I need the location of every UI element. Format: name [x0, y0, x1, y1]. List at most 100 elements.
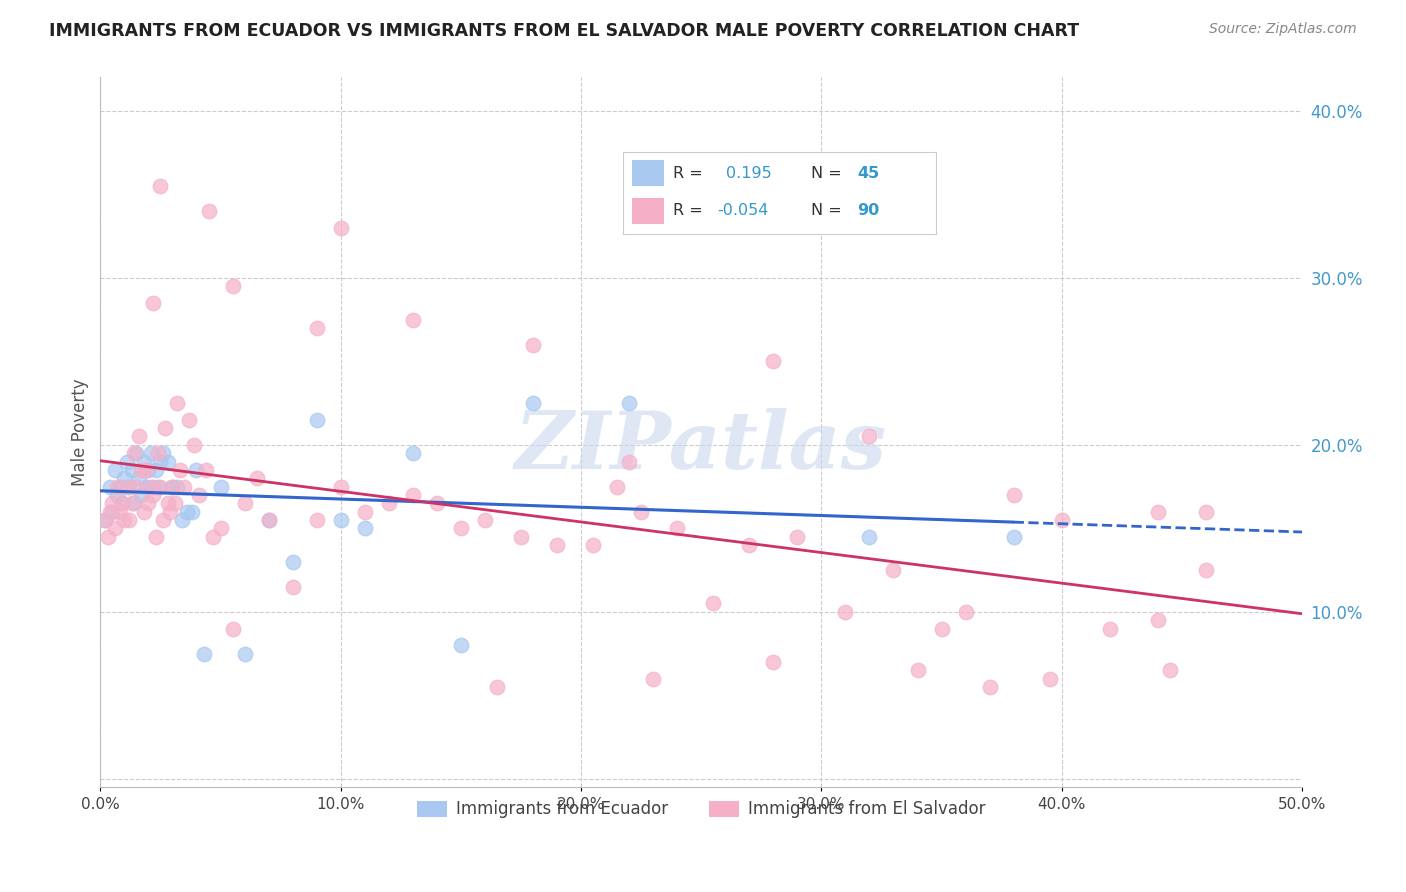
Point: [202, 530, 225, 544]
Point: [305, 321, 328, 335]
Text: Source: ZipAtlas.com: Source: ZipAtlas.com: [1209, 22, 1357, 37]
Point: [125, 479, 148, 493]
Point: [98, 505, 121, 519]
Point: [128, 471, 150, 485]
Point: [522, 396, 544, 410]
Point: [112, 471, 135, 485]
Point: [1147, 613, 1170, 627]
Point: [166, 479, 188, 493]
Point: [1147, 505, 1170, 519]
Point: [1195, 563, 1218, 577]
Point: [233, 647, 256, 661]
Point: [128, 429, 150, 443]
Point: [450, 521, 472, 535]
Point: [129, 463, 152, 477]
Point: [115, 454, 138, 468]
Point: [152, 513, 174, 527]
Point: [98, 479, 121, 493]
Point: [617, 454, 640, 468]
Point: [450, 638, 472, 652]
Point: [94, 513, 117, 527]
Point: [402, 446, 425, 460]
Point: [145, 530, 167, 544]
Point: [193, 647, 215, 661]
Point: [305, 413, 328, 427]
Point: [643, 672, 665, 686]
Point: [111, 496, 134, 510]
Point: [1159, 663, 1181, 677]
Point: [142, 296, 165, 310]
Point: [257, 513, 280, 527]
Point: [186, 463, 208, 477]
Point: [522, 337, 544, 351]
Point: [233, 496, 256, 510]
Point: [105, 479, 128, 493]
Point: [94, 513, 117, 527]
Point: [156, 496, 179, 510]
Point: [426, 496, 449, 510]
Point: [666, 521, 689, 535]
Point: [149, 179, 172, 194]
Text: IMMIGRANTS FROM ECUADOR VS IMMIGRANTS FROM EL SALVADOR MALE POVERTY CORRELATION : IMMIGRANTS FROM ECUADOR VS IMMIGRANTS FR…: [49, 22, 1080, 40]
Point: [1039, 672, 1062, 686]
Point: [132, 505, 155, 519]
Point: [112, 513, 135, 527]
Point: [195, 463, 218, 477]
Point: [1002, 488, 1025, 502]
Point: [762, 655, 785, 669]
Point: [353, 505, 375, 519]
Point: [1002, 530, 1025, 544]
Point: [281, 555, 304, 569]
Point: [630, 505, 652, 519]
Point: [187, 488, 209, 502]
Point: [209, 479, 232, 493]
Point: [108, 479, 131, 493]
Point: [281, 580, 304, 594]
Point: [104, 463, 127, 477]
Point: [166, 396, 188, 410]
Point: [786, 530, 808, 544]
Point: [118, 513, 141, 527]
Point: [162, 479, 184, 493]
Point: [125, 446, 148, 460]
Point: [122, 446, 145, 460]
Point: [858, 429, 880, 443]
Point: [135, 463, 157, 477]
Point: [377, 496, 399, 510]
Text: ZIPatlas: ZIPatlas: [515, 408, 887, 485]
Point: [135, 479, 157, 493]
Point: [209, 521, 232, 535]
Point: [121, 496, 143, 510]
Point: [305, 513, 328, 527]
Point: [170, 513, 193, 527]
Point: [931, 622, 953, 636]
Point: [156, 454, 179, 468]
Point: [738, 538, 761, 552]
Point: [163, 496, 186, 510]
Point: [139, 446, 162, 460]
Point: [474, 513, 496, 527]
Point: [122, 496, 145, 510]
Point: [955, 605, 977, 619]
Point: [152, 446, 174, 460]
Point: [139, 479, 162, 493]
Point: [138, 496, 160, 510]
Point: [145, 463, 167, 477]
Point: [197, 204, 219, 219]
Point: [257, 513, 280, 527]
Point: [149, 454, 172, 468]
Legend: Immigrants from Ecuador, Immigrants from El Salvador: Immigrants from Ecuador, Immigrants from…: [411, 794, 991, 825]
Point: [155, 421, 177, 435]
Point: [173, 479, 195, 493]
Point: [101, 496, 124, 510]
Point: [858, 530, 880, 544]
Point: [979, 680, 1001, 694]
Point: [176, 505, 198, 519]
Point: [1195, 505, 1218, 519]
Point: [146, 446, 169, 460]
Point: [162, 479, 184, 493]
Point: [582, 538, 605, 552]
Point: [129, 488, 152, 502]
Point: [118, 479, 141, 493]
Point: [169, 463, 191, 477]
